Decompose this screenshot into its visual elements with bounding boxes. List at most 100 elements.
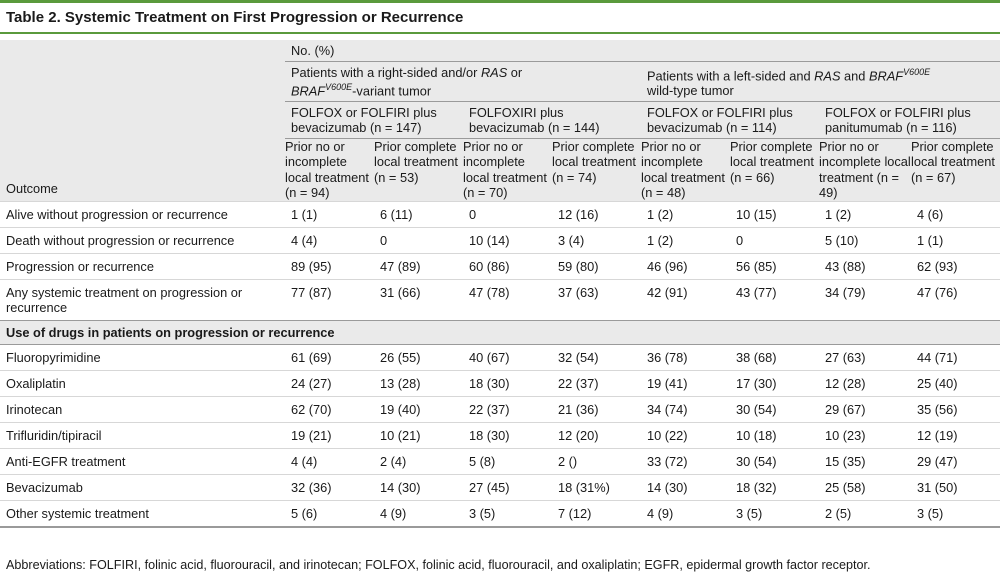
table-cell: 15 (35) bbox=[819, 448, 911, 475]
table-cell: 36 (78) bbox=[641, 344, 730, 371]
table-cell: 4 (9) bbox=[374, 500, 463, 529]
table-cell: 10 (23) bbox=[819, 422, 911, 449]
table-cell: 40 (67) bbox=[463, 344, 552, 371]
section-row: Use of drugs in patients on progression … bbox=[0, 319, 1000, 346]
table-cell: 43 (77) bbox=[730, 278, 819, 321]
group-header-left-sided: Patients with a left-sided and RAS and B… bbox=[641, 61, 1000, 102]
table-cell: 5 (6) bbox=[285, 500, 374, 529]
subcol-header: Prior no or incomplete local treatment (… bbox=[641, 138, 725, 201]
table-cell: 1 (1) bbox=[285, 200, 374, 228]
table-cell: 12 (28) bbox=[819, 370, 911, 397]
title-divider bbox=[0, 32, 1000, 34]
table-cell: 34 (74) bbox=[641, 396, 730, 423]
table-cell: 2 () bbox=[552, 448, 641, 475]
table-cell: 1 (2) bbox=[641, 200, 730, 228]
table-cell: 10 (18) bbox=[730, 422, 819, 449]
subcol-header: Prior complete local treatment (n = 66) bbox=[730, 138, 814, 185]
outcome-header: Outcome bbox=[6, 181, 58, 197]
table-cell: 5 (10) bbox=[819, 226, 911, 254]
table-cell: 12 (16) bbox=[552, 200, 641, 228]
table-cell: 13 (28) bbox=[374, 370, 463, 397]
section-label: Use of drugs in patients on progression … bbox=[0, 319, 1000, 346]
table-cell: 18 (31%) bbox=[552, 474, 641, 501]
table-cell: 3 (5) bbox=[911, 500, 1000, 529]
table-cell: 3 (5) bbox=[730, 500, 819, 529]
row-label: Any systemic treatment on progression or… bbox=[0, 278, 285, 321]
row-label: Bevacizumab bbox=[0, 474, 285, 501]
table-cell: 25 (58) bbox=[819, 474, 911, 501]
row-label: Oxaliplatin bbox=[0, 370, 285, 397]
table-cell: 25 (40) bbox=[911, 370, 1000, 397]
table-cell: 6 (11) bbox=[374, 200, 463, 228]
table-cell: 1 (2) bbox=[641, 226, 730, 254]
table-cell: 77 (87) bbox=[285, 278, 374, 321]
table-cell: 3 (4) bbox=[552, 226, 641, 254]
no-pct-header: No. (%) bbox=[285, 40, 1000, 62]
table-cell: 42 (91) bbox=[641, 278, 730, 321]
table-cell: 34 (79) bbox=[819, 278, 911, 321]
table-cell: 12 (19) bbox=[911, 422, 1000, 449]
table-cell: 60 (86) bbox=[463, 252, 552, 280]
table-cell: 31 (66) bbox=[374, 278, 463, 321]
table-cell: 37 (63) bbox=[552, 278, 641, 321]
row-label: Death without progression or recurrence bbox=[0, 226, 285, 254]
table-cell: 59 (80) bbox=[552, 252, 641, 280]
table-cell: 19 (41) bbox=[641, 370, 730, 397]
table-cell: 0 bbox=[730, 226, 819, 254]
table-cell: 18 (30) bbox=[463, 422, 552, 449]
table-cell: 0 bbox=[463, 200, 552, 228]
table-cell: 10 (15) bbox=[730, 200, 819, 228]
row-label: Fluoropyrimidine bbox=[0, 344, 285, 371]
table-cell: 47 (89) bbox=[374, 252, 463, 280]
table-cell: 44 (71) bbox=[911, 344, 1000, 371]
table-cell: 1 (1) bbox=[911, 226, 1000, 254]
table-row: Anti-EGFR treatment 4 (4) 2 (4) 5 (8) 2 () 33… bbox=[0, 448, 1000, 475]
table-cell: 19 (21) bbox=[285, 422, 374, 449]
table-cell: 0 bbox=[374, 226, 463, 254]
table-cell: 29 (47) bbox=[911, 448, 1000, 475]
top-accent-bar bbox=[0, 0, 1000, 3]
table-cell: 30 (54) bbox=[730, 448, 819, 475]
table-cell: 4 (4) bbox=[285, 226, 374, 254]
table-row: Progression or recurrence 89 (95) 47 (89) 6… bbox=[0, 252, 1000, 280]
table-cell: 56 (85) bbox=[730, 252, 819, 280]
table-row: Any systemic treatment on progression or… bbox=[0, 278, 1000, 321]
data-table: Outcome No. (%) Patients with a right-si… bbox=[0, 40, 1000, 529]
table-cell: 19 (40) bbox=[374, 396, 463, 423]
table-cell: 33 (72) bbox=[641, 448, 730, 475]
table-cell: 2 (4) bbox=[374, 448, 463, 475]
subcol-header: Prior complete local treatment (n = 74) bbox=[552, 138, 636, 185]
table-cell: 4 (4) bbox=[285, 448, 374, 475]
table-row: Irinotecan 62 (70) 19 (40) 22 (37) 21 (36) 34… bbox=[0, 396, 1000, 423]
table-cell: 18 (30) bbox=[463, 370, 552, 397]
table-cell: 22 (37) bbox=[552, 370, 641, 397]
arm-header: FOLFOX or FOLFIRI plus bevacizumab (n = … bbox=[285, 101, 463, 139]
table-cell: 2 (5) bbox=[819, 500, 911, 529]
table-cell: 1 (2) bbox=[819, 200, 911, 228]
table-cell: 47 (78) bbox=[463, 278, 552, 321]
table-cell: 4 (9) bbox=[641, 500, 730, 529]
table-cell: 22 (37) bbox=[463, 396, 552, 423]
table-cell: 27 (63) bbox=[819, 344, 911, 371]
table-cell: 61 (69) bbox=[285, 344, 374, 371]
table-row: Alive without progression or recurrence 1… bbox=[0, 200, 1000, 228]
table-cell: 38 (68) bbox=[730, 344, 819, 371]
subcol-header: Prior no or incomplete local treatment (… bbox=[285, 138, 369, 201]
table-cell: 30 (54) bbox=[730, 396, 819, 423]
row-label: Irinotecan bbox=[0, 396, 285, 423]
subcol-header: Prior no or incomplete local treatment (… bbox=[819, 138, 911, 201]
table-cell: 26 (55) bbox=[374, 344, 463, 371]
subcol-header: Prior complete local treatment (n = 53) bbox=[374, 138, 458, 185]
table-cell: 46 (96) bbox=[641, 252, 730, 280]
table-cell: 12 (20) bbox=[552, 422, 641, 449]
row-label: Trifluridin/tipiracil bbox=[0, 422, 285, 449]
table-row: Other systemic treatment 5 (6) 4 (9) 3 (5) 7… bbox=[0, 500, 1000, 529]
table-row: Bevacizumab 32 (36) 14 (30) 27 (45) 18 (31%)… bbox=[0, 474, 1000, 501]
table-cell: 18 (32) bbox=[730, 474, 819, 501]
table-cell: 62 (93) bbox=[911, 252, 1000, 280]
table-cell: 43 (88) bbox=[819, 252, 911, 280]
table-cell: 4 (6) bbox=[911, 200, 1000, 228]
table-row: Trifluridin/tipiracil 19 (21) 10 (21) 18 (3… bbox=[0, 422, 1000, 449]
table-cell: 14 (30) bbox=[374, 474, 463, 501]
